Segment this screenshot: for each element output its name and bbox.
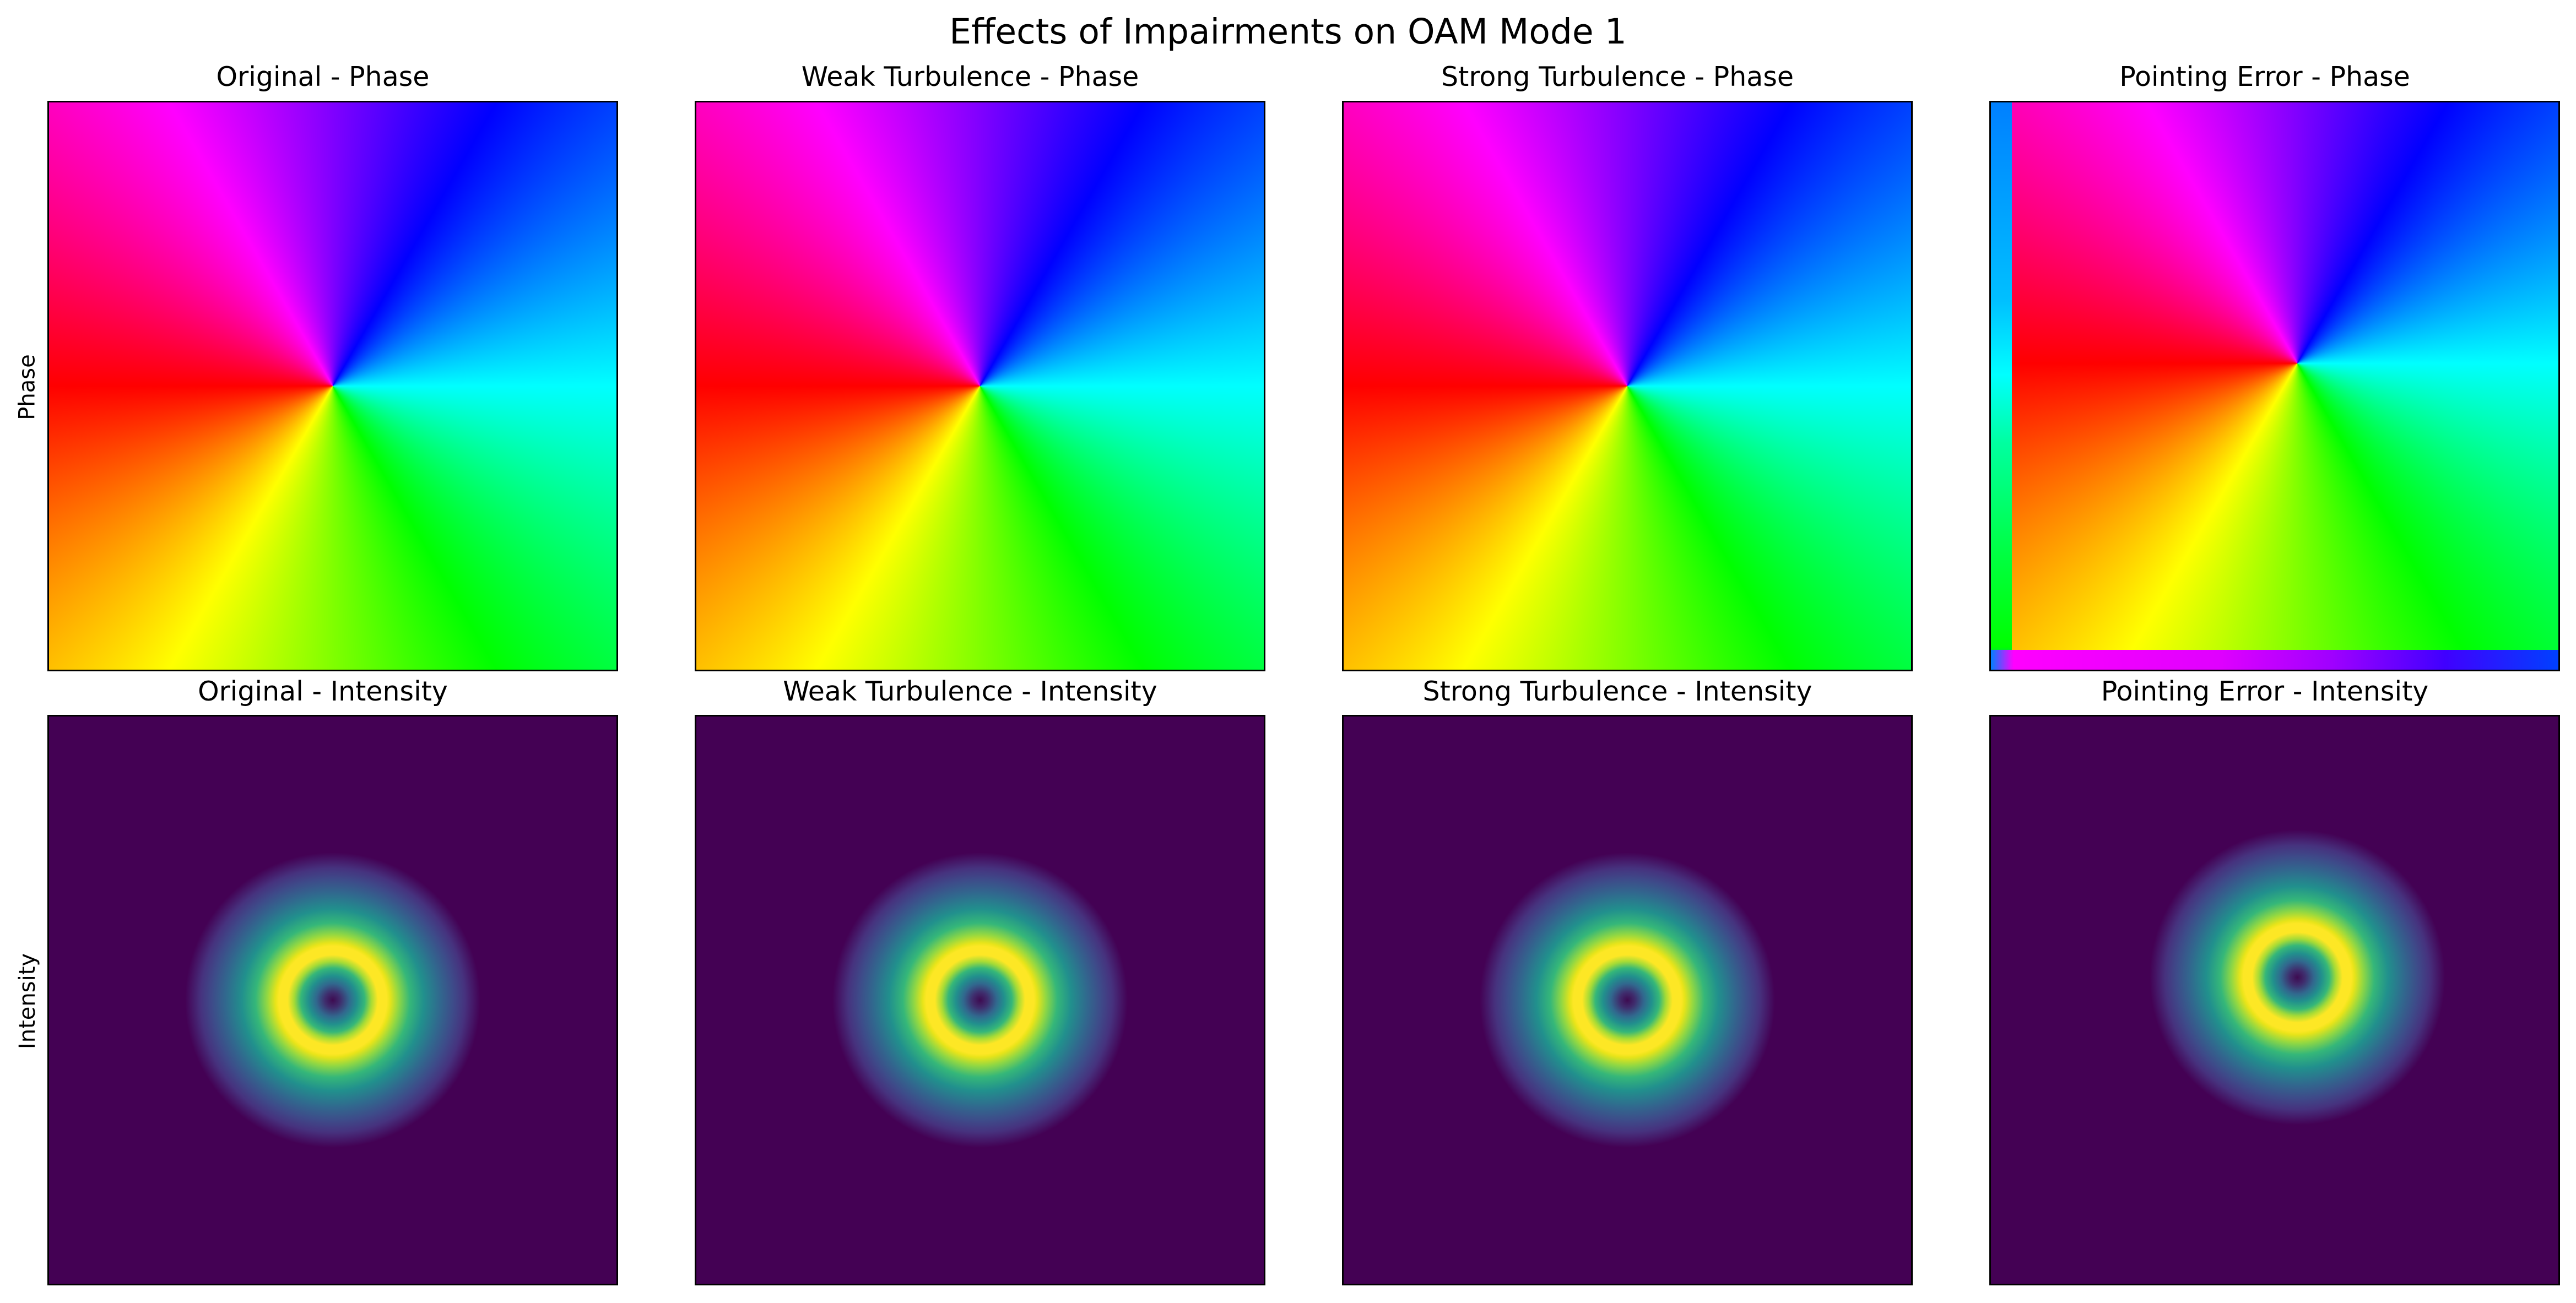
panel-title-strong-intensity: Strong Turbulence - Intensity	[1422, 676, 1812, 707]
row-label-phase-text: Phase	[15, 354, 40, 420]
row-label-intensity: Intensity	[11, 919, 44, 1084]
phase-wrap-strip-left	[1991, 102, 2012, 670]
intensity-map-strong-turbulence	[1342, 715, 1913, 1285]
phase-map-strong-turbulence	[1342, 101, 1913, 671]
row-label-intensity-text: Intensity	[15, 953, 41, 1050]
row-label-phase: Phase	[11, 305, 44, 470]
figure-title: Effects of Impairments on OAM Mode 1	[949, 12, 1627, 52]
phase-map-original	[47, 101, 618, 671]
intensity-map-pointing-error	[1989, 715, 2560, 1285]
panel-title-weak-phase: Weak Turbulence - Phase	[801, 61, 1139, 93]
phase-map-pointing-error	[1989, 101, 2560, 671]
panel-title-weak-intensity: Weak Turbulence - Intensity	[783, 676, 1157, 707]
intensity-map-original	[47, 715, 618, 1285]
intensity-map-weak-turbulence	[695, 715, 1265, 1285]
phase-wrap-strip-bottom	[1991, 650, 2558, 670]
panel-title-original-intensity: Original - Intensity	[198, 676, 448, 707]
panel-title-pointing-phase: Pointing Error - Phase	[2119, 61, 2410, 93]
panel-title-pointing-intensity: Pointing Error - Intensity	[2101, 676, 2429, 707]
phase-map-weak-turbulence	[695, 101, 1265, 671]
panel-title-strong-phase: Strong Turbulence - Phase	[1441, 61, 1794, 93]
panel-title-original-phase: Original - Phase	[216, 61, 430, 93]
